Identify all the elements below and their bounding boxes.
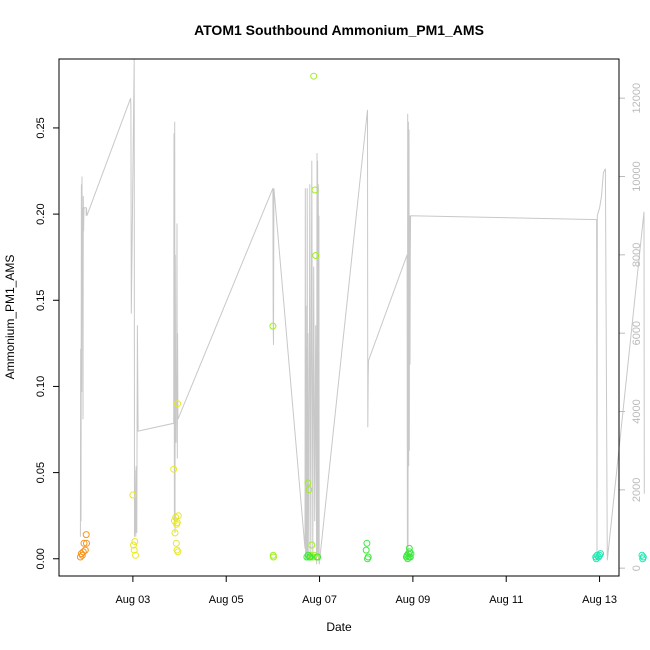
data-point [172,539,180,547]
data-point [306,553,314,561]
y-axis-label: Ammonium_PM1_AMS [3,255,17,380]
x-tick-label: Aug 03 [115,594,150,606]
data-point [407,550,415,558]
y2-tick-label: 2000 [631,478,643,502]
x-tick-label: Aug 11 [489,594,523,606]
data-point [170,465,178,473]
data-point [78,551,86,559]
data-point [270,553,277,561]
y-tick-label: 0.00 [35,548,47,569]
data-point [362,546,370,554]
x-tick-label: Aug 13 [582,594,617,606]
secondary-line-layer [79,58,645,565]
x-tick-label: Aug 07 [302,594,337,606]
data-point [174,548,182,556]
data-point [304,551,312,559]
y2-tick-label: 10000 [631,161,643,192]
data-point [314,553,322,561]
axes-layer: Aug 03 Aug 05 Aug 07 Aug 09 Aug 11 Aug 13 0.00… [35,83,643,606]
data-point [363,539,371,547]
x-tick-label: Aug 09 [395,594,430,606]
data-point [131,538,139,545]
data-point [129,491,137,499]
data-point [83,539,90,547]
y-tick-label: 0.05 [35,462,47,483]
data-point [82,531,90,539]
y-tick-label: 0.20 [35,203,47,224]
points-layer [76,72,647,563]
y-tick-label: 0.25 [35,117,47,138]
data-point [311,186,319,194]
data-point [173,519,181,527]
y-tick-label: 0.15 [35,290,47,311]
chart-title: ATOM1 Southbound Ammonium_PM1_AMS [194,22,484,38]
data-point [130,546,138,554]
data-point [310,72,318,80]
data-point [269,322,277,330]
data-point [130,541,137,549]
data-point [303,553,311,561]
data-point [81,546,89,554]
data-point [76,553,84,561]
y2-tick-label: 6000 [631,321,643,345]
data-point [312,252,320,259]
data-point [174,512,182,520]
y2-tick-label: 8000 [631,243,643,267]
y2-tick-label: 12000 [631,83,643,114]
plot-frame [58,58,620,577]
data-point [171,529,179,537]
y2-tick-label: 0 [631,565,643,571]
data-point [639,553,647,561]
x-tick-label: Aug 05 [209,594,244,606]
data-point [406,548,414,556]
data-point [364,553,372,561]
data-point [595,553,603,561]
data-point [79,548,87,556]
x-axis-label: Date [326,620,352,634]
data-point [638,551,646,559]
secondary-series-line [79,58,645,565]
data-point [597,550,604,558]
data-point [132,551,139,559]
data-point [404,550,412,558]
y-tick-label: 0.10 [35,376,47,397]
data-point [304,479,312,487]
data-point [406,553,414,561]
data-point [305,486,313,494]
data-point [80,539,88,547]
data-point [174,400,182,408]
y2-tick-label: 4000 [631,399,643,423]
data-point [593,551,601,559]
data-point [308,541,316,549]
